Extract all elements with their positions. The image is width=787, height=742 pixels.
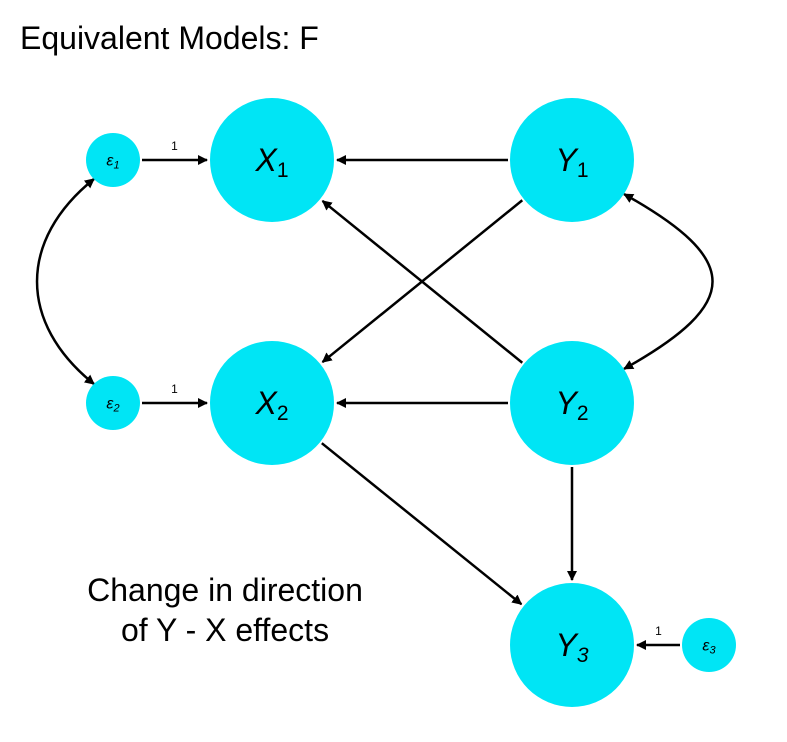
node-Y1: Y1 bbox=[510, 98, 634, 222]
caption-line-1: Change in direction bbox=[87, 572, 363, 608]
path-coefficient-e1-X1: 1 bbox=[171, 139, 178, 153]
node-X2: X2 bbox=[210, 341, 334, 465]
node-circle-Y2 bbox=[510, 341, 634, 465]
error-node-e2: ε2 bbox=[86, 376, 140, 430]
diagram-title: Equivalent Models: F bbox=[20, 20, 319, 56]
edges-layer: 1 1 1 bbox=[35, 139, 714, 650]
path-X2-to-Y3 bbox=[321, 442, 523, 606]
path-coefficient-e3-Y3: 1 bbox=[655, 624, 662, 638]
node-circle-Y1 bbox=[510, 98, 634, 222]
diagram-caption: Change in direction of Y - X effects bbox=[55, 570, 395, 650]
node-label-e2: ε2 bbox=[106, 396, 119, 415]
node-label-Y3: Y3 bbox=[555, 627, 588, 667]
node-X1: X1 bbox=[210, 98, 334, 222]
node-Y3: Y3 bbox=[510, 583, 634, 707]
caption-line-2: of Y - X effects bbox=[120, 612, 330, 648]
nodes-layer: X1 X2 Y1 Y2 Y3 ε1 ε2 ε3 bbox=[86, 98, 736, 707]
node-label-Y2: Y2 bbox=[555, 385, 588, 425]
path-coefficient-e2-X2: 1 bbox=[171, 382, 178, 396]
path-Y2-to-X1 bbox=[321, 199, 524, 364]
node-circle-e1 bbox=[86, 133, 140, 187]
node-label-X1: X1 bbox=[254, 142, 288, 182]
covariance-Y1-Y2 bbox=[623, 193, 714, 370]
node-label-X2: X2 bbox=[254, 385, 288, 425]
node-label-e3: ε3 bbox=[702, 638, 716, 657]
node-circle-X1 bbox=[210, 98, 334, 222]
error-node-e3: ε3 bbox=[682, 618, 736, 672]
node-circle-Y3 bbox=[510, 583, 634, 707]
node-label-e1: ε1 bbox=[106, 153, 119, 172]
node-circle-X2 bbox=[210, 341, 334, 465]
node-label-Y1: Y1 bbox=[555, 142, 588, 182]
node-circle-e3 bbox=[682, 618, 736, 672]
covariance-e1-e2 bbox=[35, 177, 95, 386]
error-node-e1: ε1 bbox=[86, 133, 140, 187]
node-circle-e2 bbox=[86, 376, 140, 430]
node-Y2: Y2 bbox=[510, 341, 634, 465]
